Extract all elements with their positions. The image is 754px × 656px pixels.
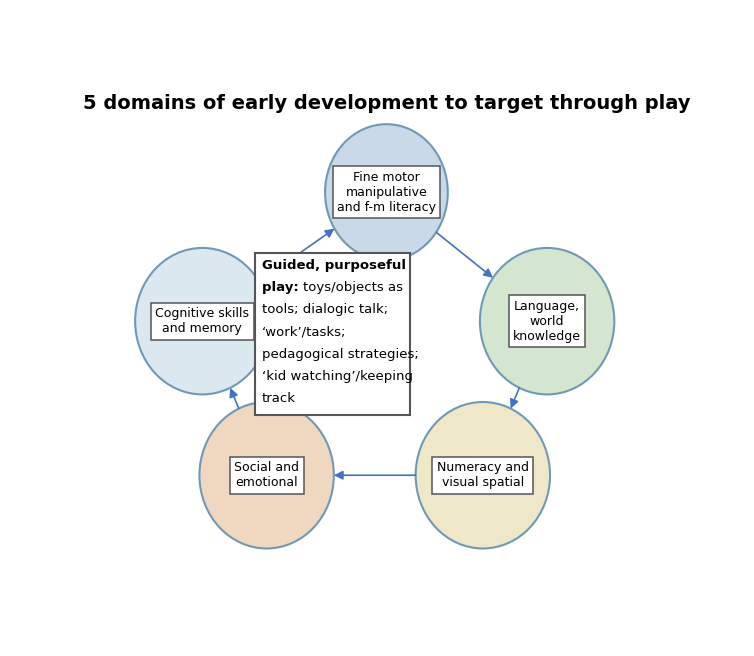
Ellipse shape	[135, 248, 270, 394]
Text: ‘work’/tasks;: ‘work’/tasks;	[262, 326, 346, 338]
Ellipse shape	[199, 402, 334, 548]
Text: Cognitive skills
and memory: Cognitive skills and memory	[155, 307, 250, 335]
Text: ‘kid watching’/keeping: ‘kid watching’/keeping	[262, 370, 413, 383]
Text: tools; dialogic talk;: tools; dialogic talk;	[262, 304, 388, 316]
Text: 5 domains of early development to target through play: 5 domains of early development to target…	[83, 94, 690, 113]
Text: pedagogical strategies;: pedagogical strategies;	[262, 348, 418, 361]
Text: Guided, purposeful: Guided, purposeful	[262, 259, 406, 272]
Ellipse shape	[415, 402, 550, 548]
Text: Fine motor
manipulative
and f-m literacy: Fine motor manipulative and f-m literacy	[337, 171, 436, 214]
FancyBboxPatch shape	[255, 253, 410, 415]
Ellipse shape	[480, 248, 615, 394]
Text: Social and
emotional: Social and emotional	[234, 461, 299, 489]
Ellipse shape	[325, 124, 448, 260]
Text: play:: play:	[262, 281, 303, 295]
Text: track: track	[262, 392, 296, 405]
Text: toys/objects as: toys/objects as	[303, 281, 403, 295]
Text: Language,
world
knowledge: Language, world knowledge	[513, 300, 581, 342]
Text: Numeracy and
visual spatial: Numeracy and visual spatial	[437, 461, 529, 489]
